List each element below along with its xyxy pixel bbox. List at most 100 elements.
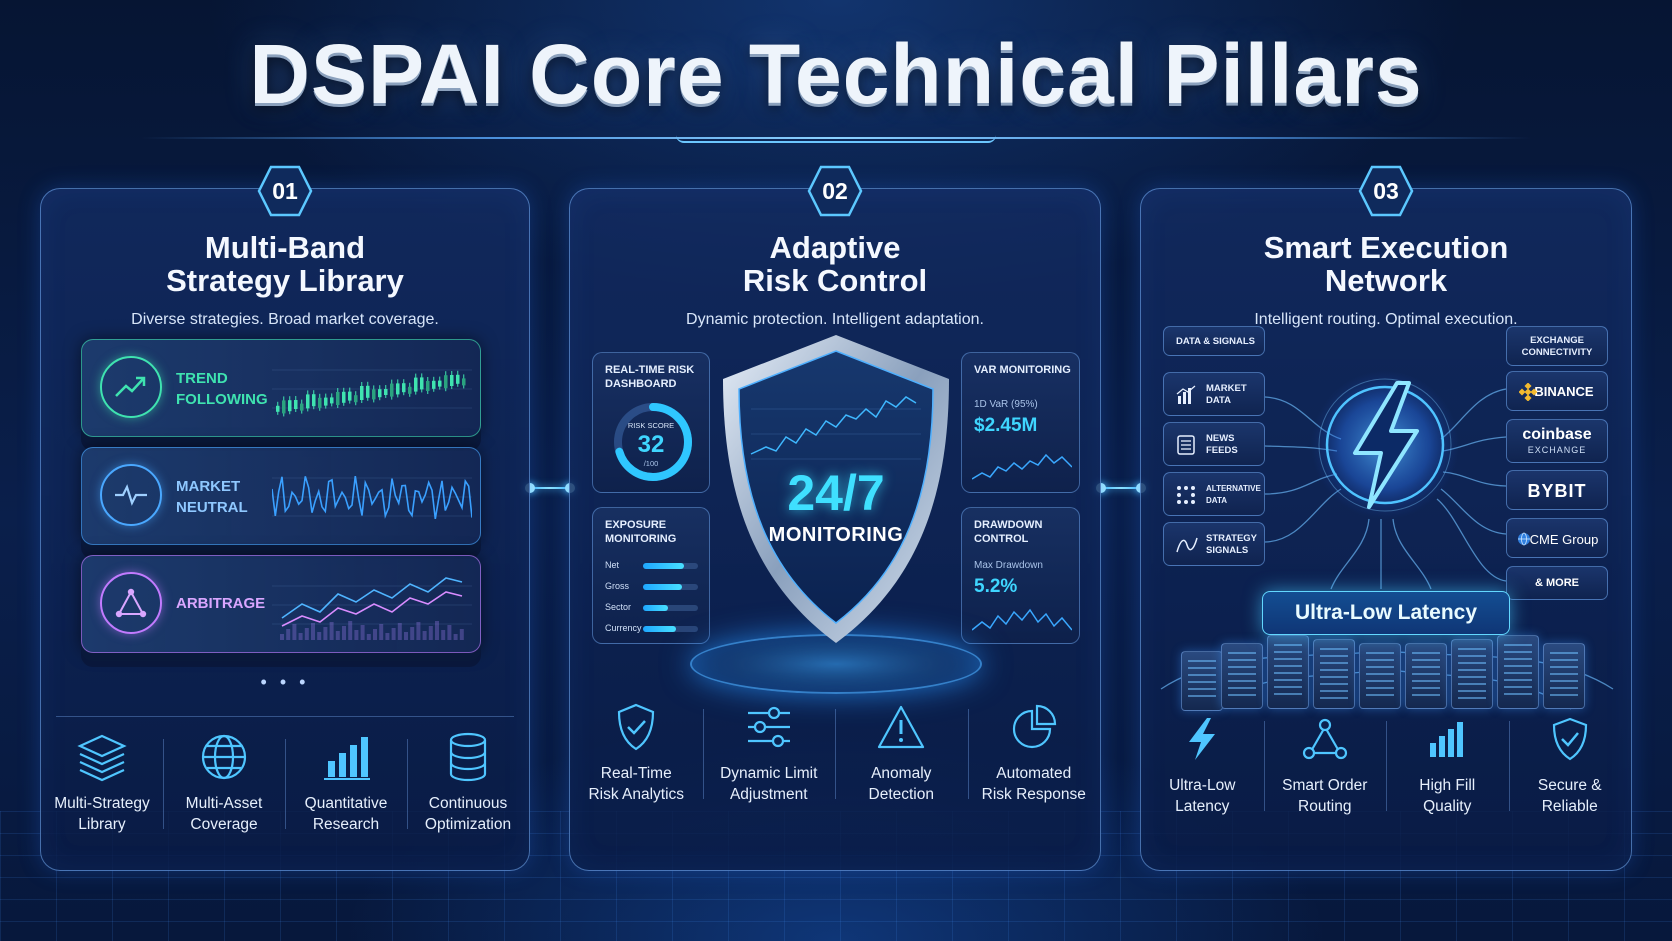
pulse-icon — [100, 464, 162, 526]
exchange-bybit: BYBIT — [1506, 470, 1608, 510]
candle — [390, 383, 394, 397]
drawdown-sparkline — [972, 608, 1072, 631]
globe-icon — [1518, 532, 1530, 546]
candle — [330, 397, 334, 404]
volume-bar — [435, 621, 439, 640]
feature-continuous-optimization: Continuous Optimization — [407, 729, 529, 835]
exposure-bar-fill — [643, 626, 676, 632]
volume-bar — [348, 621, 353, 640]
server-rack — [1497, 635, 1539, 709]
server-rack — [1181, 651, 1223, 711]
trend-up-icon — [100, 356, 162, 418]
feature-smart-order-routing: Smart Order Routing — [1263, 711, 1387, 817]
exposure-row: Sector — [605, 602, 710, 612]
arbitrage-sparkline — [272, 577, 472, 640]
data-signals-header: DATA & SIGNALS — [1163, 326, 1265, 356]
pillar-subtitle: Dynamic protection. Intelligent adaptati… — [686, 311, 984, 328]
bar-chart-icon — [1176, 385, 1196, 404]
pillar-card-strategy-library: 01 Multi-Band Strategy Library Diverse s… — [40, 165, 530, 871]
candle — [288, 400, 292, 412]
feature-quantitative-research: Quantitative Research — [285, 729, 407, 835]
volume-bar — [422, 631, 427, 640]
pillar-title: Multi-Band Strategy Library — [166, 230, 404, 298]
pillar-number-badge: 01 — [257, 165, 313, 217]
server-racks — [1181, 629, 1601, 711]
shield-caption: MONITORING — [768, 524, 904, 546]
candle — [426, 381, 430, 391]
candle — [306, 394, 310, 409]
candle — [378, 389, 382, 398]
widget-title: EXPOSURE MONITORING — [605, 519, 677, 545]
panel-connector — [525, 483, 575, 493]
candle — [312, 394, 316, 407]
candle — [342, 391, 346, 403]
exchange-coinbase: coinbase EXCHANGE — [1506, 419, 1608, 463]
shield-check-icon — [1509, 711, 1632, 767]
pillar-title: Smart Execution Network — [1263, 230, 1509, 298]
candle — [432, 380, 436, 389]
lightning-icon — [1141, 711, 1264, 767]
volume-bar — [323, 627, 328, 640]
exposure-bar-fill — [643, 584, 682, 590]
bar-chart-icon — [1386, 711, 1509, 767]
candle — [414, 377, 418, 392]
volume-bar — [335, 631, 340, 640]
candle — [354, 395, 358, 403]
volume-bar — [373, 629, 377, 640]
strategy-label: ARBITRAGE — [176, 595, 266, 612]
strategy-card-trend-following: TREND FOLLOWING — [81, 339, 481, 437]
exposure-row: Net — [605, 560, 710, 570]
exposure-bar-track — [643, 626, 698, 632]
exchange-more: & MORE — [1506, 566, 1608, 600]
feature-real-time-risk-analytics: Real-Time Risk Analytics — [570, 699, 703, 805]
data-source-news-feeds: NEWS FEEDS — [1163, 422, 1265, 466]
candle — [276, 405, 280, 412]
exposure-row: Currency — [605, 623, 710, 633]
signal-icon — [1176, 537, 1198, 553]
trend-candlestick-sparkline — [272, 369, 472, 417]
layers-icon — [41, 729, 163, 785]
globe-icon — [163, 729, 285, 785]
candle — [438, 380, 442, 387]
pillar-title: Adaptive Risk Control — [742, 230, 928, 298]
database-icon — [407, 729, 529, 785]
feature-row: Real-Time Risk Analytics Dynamic Limit Adj… — [570, 699, 1100, 805]
candle — [402, 383, 406, 393]
candle — [384, 389, 388, 395]
data-source-market-data: MARKET DATA — [1163, 372, 1265, 416]
server-rack — [1451, 639, 1493, 709]
drawdown-value: 5.2% — [974, 576, 1018, 597]
feature-anomaly-detection: Anomaly Detection — [835, 699, 968, 805]
routing-icon — [1264, 711, 1387, 767]
candle — [450, 375, 454, 386]
shield-glow-platform — [690, 634, 982, 694]
candle — [456, 374, 460, 384]
binance-icon — [1519, 383, 1537, 401]
volume-bar — [317, 632, 322, 640]
feature-row: Multi-Strategy Library Multi-Asset Coverag… — [41, 729, 529, 835]
volume-bar — [292, 624, 297, 640]
widget-title: REAL-TIME RISK DASHBOARD — [605, 364, 695, 390]
volume-bar — [416, 622, 421, 640]
candle — [294, 400, 298, 409]
pillar-number-badge: 03 — [1358, 165, 1414, 217]
candle — [336, 392, 340, 405]
pillar-subtitle: Intelligent routing. Optimal execution. — [1254, 311, 1518, 328]
feature-automated-risk-response: Automated Risk Response — [967, 699, 1101, 805]
pillar-subtitle: Diverse strategies. Broad market coverag… — [131, 311, 439, 328]
dots-grid-icon — [1177, 486, 1195, 504]
volume-bar — [354, 630, 359, 640]
volume-bar — [404, 632, 408, 640]
risk-score-gauge — [614, 403, 692, 481]
candle — [348, 391, 352, 401]
server-rack — [1405, 643, 1447, 709]
triangle-nodes-icon — [100, 572, 162, 634]
var-value: $2.45M — [974, 415, 1038, 436]
exchange-connectivity-header: EXCHANGE CONNECTIVITY — [1506, 326, 1608, 366]
candle — [462, 378, 466, 386]
pillar-number-badge: 02 — [807, 165, 863, 217]
ultra-low-latency-banner: Ultra-Low Latency — [1262, 591, 1510, 635]
volume-bar — [447, 625, 452, 640]
volume-bar — [342, 626, 346, 640]
exposure-bar-track — [643, 605, 698, 611]
